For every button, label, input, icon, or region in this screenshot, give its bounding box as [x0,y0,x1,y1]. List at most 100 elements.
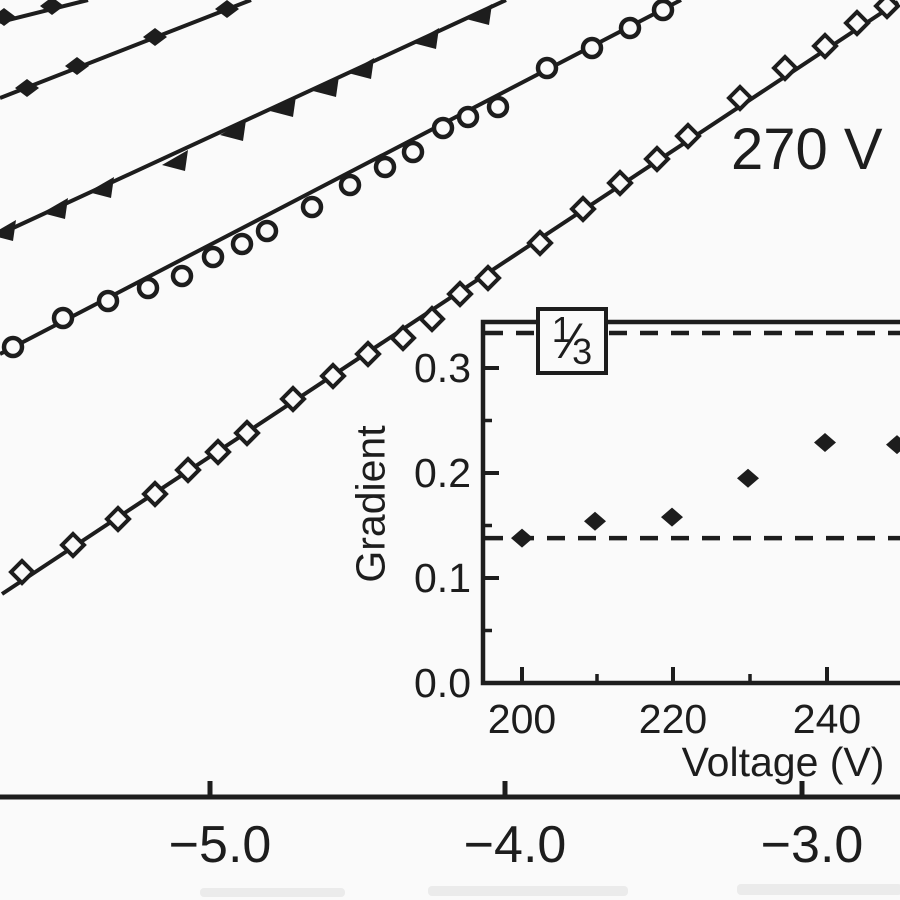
open-circle-marker [618,16,642,40]
cutoff-text-remnant [200,888,345,897]
main-x-axis-tick-label: −4.0 [464,816,567,874]
open-diamond-marker [771,54,799,82]
open-circle-marker [170,264,194,288]
open-diamond-marker [446,280,474,308]
inset-spines [480,319,900,686]
open-circle-marker [96,289,120,313]
open-circle-marker [1,335,25,359]
inset-x-tick-label: 220 [639,696,707,742]
open-diamond-marker [526,229,554,257]
open-circle-marker [486,95,510,119]
inset-y-tick-label: 0.0 [414,660,471,706]
filled-diamond-marker [0,8,16,26]
open-circle-marker [373,155,397,179]
inset-x-axis-label: Voltage (V) [681,739,885,785]
inset-filled-diamond-marker [814,433,836,453]
inset-y-tick-label: 0.1 [414,555,471,601]
inset-gradient-plot: 0.0 0.1 0.2 0.3 200 220 240 [414,319,900,742]
filled-diamond-marker [65,57,89,75]
left-triangle-marker [270,96,296,117]
inset-x-tick-label: 240 [793,696,861,742]
open-circle-marker [300,195,324,219]
open-circle-marker [255,219,279,243]
open-diamond-marker [104,505,132,533]
left-triangle-marker [42,198,68,219]
series-filled-diamond-second-markers [15,0,239,97]
open-diamond-marker [474,264,502,292]
open-diamond-marker [606,169,634,197]
fraction-slash: ⁄ [567,313,577,369]
annotation-270v: 270 V [731,117,883,182]
series-filled-diamond-top-markers [0,0,64,26]
inset-data-points [511,433,900,548]
inset-y-tick-label: 0.2 [414,450,471,496]
open-diamond-marker [59,531,87,559]
open-circle-marker [201,245,225,269]
open-diamond-marker [811,32,839,60]
open-diamond-marker [873,0,900,20]
filled-diamond-marker [143,28,167,46]
series-filled-diamond-top [0,0,89,26]
left-triangle-marker [220,120,246,141]
filled-diamond-marker [15,79,39,97]
open-circle-marker [338,173,362,197]
open-diamond-marker [319,362,347,390]
series-open-diamond-270v-fit-line [0,0,900,596]
fraction-numerator: 1 [551,309,572,350]
open-diamond-marker [726,84,754,112]
cutoff-text-remnant [428,886,628,896]
open-diamond-marker [354,340,382,368]
open-diamond-marker [233,419,261,447]
inset-filled-diamond-marker [737,468,759,488]
open-diamond-marker [674,122,702,150]
open-diamond-marker [204,438,232,466]
inset-y-axis-label: Gradient [347,425,394,583]
filled-diamond-marker [215,0,239,18]
inset-x-tick-label: 200 [488,696,556,742]
open-diamond-marker [141,480,169,508]
series-filled-triangle [0,0,507,241]
left-triangle-marker [466,4,492,25]
left-triangle-marker [162,150,188,171]
open-diamond-marker [389,324,417,352]
open-circle-marker [456,105,480,129]
open-diamond-marker [643,145,671,173]
series-filled-triangle-markers [0,4,492,241]
main-plot-series [0,0,900,596]
open-diamond-marker [418,305,446,333]
cutoff-text-remnant [737,884,900,895]
filled-diamond-marker [40,0,64,15]
inset-filled-diamond-marker [886,435,900,455]
open-diamond-marker [843,9,871,37]
open-diamond-marker [279,385,307,413]
series-filled-diamond-second [0,0,252,100]
one-third-reference-box: 1 ⁄ 3 [536,307,608,375]
open-circle-marker [401,140,425,164]
open-circle-marker [136,276,160,300]
main-x-axis: −5.0 −4.0 −3.0 [0,781,900,874]
cutoff-text-remnants [200,884,900,897]
open-circle-marker [535,56,559,80]
inset-filled-diamond-marker [584,511,606,531]
inset-filled-diamond-marker [511,528,533,548]
open-circle-marker [431,116,455,140]
open-diamond-marker [174,456,202,484]
series-open-circle [0,0,682,359]
series-open-circle-markers [1,0,675,359]
open-diamond-marker [8,558,36,586]
series-filled-diamond-second-fit-line [0,0,252,100]
open-circle-marker [651,0,675,22]
fraction-denominator: 3 [572,331,593,372]
inset-filled-diamond-marker [661,507,683,527]
open-circle-marker [580,36,604,60]
open-circle-marker [230,232,254,256]
inset-y-tick-label: 0.3 [414,345,471,391]
open-diamond-marker [569,195,597,223]
main-x-axis-tick-label: −5.0 [169,816,272,874]
left-triangle-marker [313,76,339,97]
series-open-diamond-270v-markers [8,0,900,586]
left-triangle-marker [0,220,16,241]
left-triangle-marker [348,58,374,79]
series-filled-diamond-top-fit-line [0,0,89,24]
